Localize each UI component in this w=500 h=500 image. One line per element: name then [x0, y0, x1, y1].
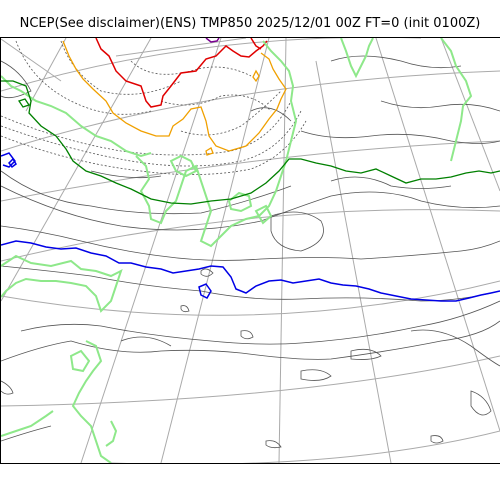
contour-line-blue — [8, 157, 17, 169]
coastline — [1, 380, 14, 395]
meridian-line — [115, 38, 247, 57]
green-contour — [1, 80, 500, 205]
coastlines — [1, 55, 500, 449]
contour-line-orange — [252, 69, 260, 83]
contour-line-lightgreen — [340, 38, 374, 79]
meridian-line — [160, 38, 270, 463]
coastline — [1, 60, 32, 99]
contour-line-lightgreen — [440, 38, 473, 162]
dashed-contour — [1, 120, 307, 175]
contour-line-lightgreen — [105, 420, 118, 447]
coastline — [380, 100, 500, 112]
latitude-line — [1, 140, 500, 202]
coastline — [430, 435, 444, 444]
purple-contour — [205, 38, 220, 43]
coastline — [1, 225, 500, 261]
meridian-line — [440, 38, 500, 192]
latitude-line — [1, 355, 500, 407]
contour-line-lightgreen — [169, 154, 198, 178]
contour-line-purple — [205, 38, 220, 43]
meridian-lines — [1, 38, 500, 463]
coastline — [470, 390, 492, 416]
map-panel — [0, 37, 500, 464]
contour-line-lightgreen — [1, 410, 54, 437]
coastline — [265, 440, 282, 449]
coastline — [1, 320, 500, 362]
contour-line-lightgreen — [227, 191, 253, 213]
meridian-line — [1, 38, 152, 302]
lightgreen-contours — [1, 38, 473, 463]
coastline — [20, 300, 500, 345]
latitude-line — [111, 430, 500, 463]
contour-line-orange — [205, 147, 214, 156]
contour-line-lightgreen — [69, 349, 91, 373]
coastline — [300, 130, 500, 144]
coastline — [200, 268, 214, 277]
coastline — [270, 211, 324, 252]
contour-line-lightgreen — [1, 254, 123, 313]
coastline — [1, 425, 52, 442]
latitude-line — [1, 38, 421, 92]
contour-line-blue — [1, 240, 500, 302]
orange-contour — [62, 40, 287, 156]
contour-line-lightgreen — [254, 204, 273, 225]
contour-line-lightgreen — [1, 75, 152, 158]
coastline — [250, 107, 292, 122]
contour-line-lightgreen — [71, 340, 112, 463]
coastline — [410, 329, 500, 367]
coastline — [1, 170, 292, 215]
coastline — [90, 170, 162, 179]
contour-line-green — [17, 98, 31, 108]
latitude-line — [1, 70, 500, 152]
dashed-contour — [160, 94, 272, 112]
coastline — [330, 176, 452, 189]
blue-contour — [1, 152, 500, 302]
dashed-contour — [130, 60, 252, 77]
contour-line-green — [1, 80, 500, 205]
coastline — [180, 305, 190, 313]
contour-line-lightgreen — [135, 40, 298, 248]
contour-line-orange — [62, 40, 287, 152]
coastline — [350, 348, 382, 360]
meridian-line — [80, 38, 222, 463]
dashed-contour — [1, 110, 302, 167]
dashed-contour — [60, 40, 182, 95]
coastline — [300, 369, 332, 381]
map-canvas — [1, 38, 500, 463]
coastline — [240, 330, 254, 340]
map-title: NCEP(See disclaimer)(ENS) TMP850 2025/12… — [19, 16, 481, 31]
coastline — [120, 336, 172, 347]
dashed-contour — [1, 100, 292, 156]
coastline — [1, 185, 500, 231]
coastline — [1, 265, 500, 302]
dashed-contour — [15, 40, 152, 115]
contour-line-red — [95, 38, 268, 108]
contour-line-blue — [198, 283, 212, 299]
contour-line-red — [250, 38, 262, 50]
meridian-line — [315, 60, 392, 463]
latitude-line — [1, 280, 500, 316]
meridian-line — [375, 38, 500, 432]
meridian-line — [1, 38, 62, 82]
red-contour — [95, 38, 268, 108]
dashed-contour — [180, 90, 282, 136]
meridian-line — [278, 38, 287, 463]
